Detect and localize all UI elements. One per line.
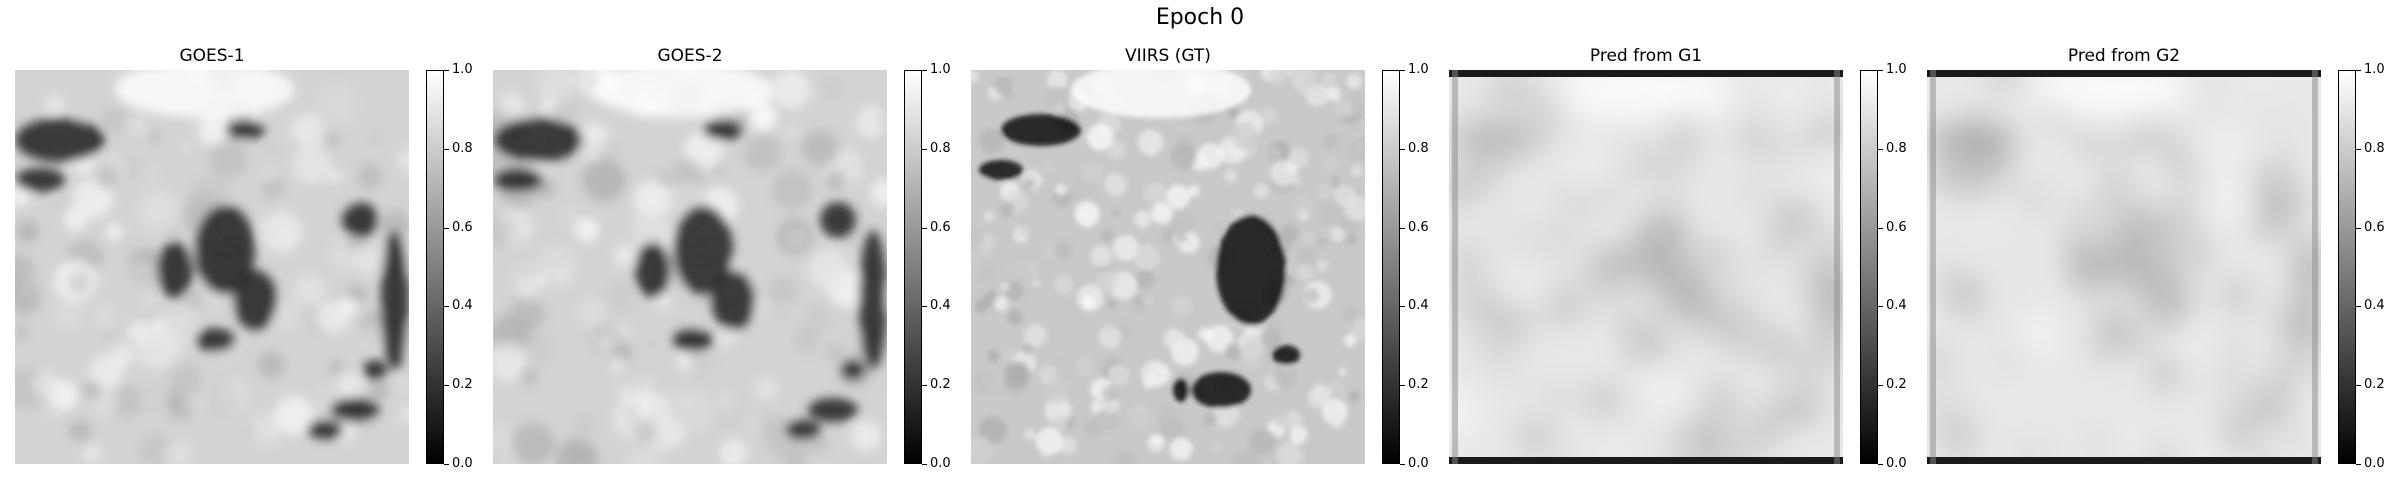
colorbar-tick-label: 0.2: [1408, 377, 1429, 392]
panel-title: Pred from G2: [2067, 46, 2181, 66]
panel-image: [1927, 70, 2321, 464]
colorbar-tick-label: 0.0: [1886, 456, 1907, 471]
panel-title: VIIRS (GT): [1125, 46, 1211, 66]
colorbar-tick-mark: [1400, 385, 1405, 386]
colorbar-tick-label: 0.0: [452, 456, 473, 471]
panel-title: GOES-1: [179, 46, 245, 66]
colorbar-tick-label: 0.8: [452, 141, 473, 156]
colorbar: [426, 70, 444, 464]
colorbar-tick-label: 0.6: [930, 220, 951, 235]
colorbar-tick-label: 1.0: [452, 62, 473, 77]
colorbar-tick-label: 0.8: [1886, 141, 1907, 156]
colorbar: [1860, 70, 1878, 464]
figure-suptitle: Epoch 0: [1155, 5, 1245, 30]
panel-image: [971, 70, 1365, 464]
colorbar-tick-mark: [922, 306, 927, 307]
colorbar: [2338, 70, 2356, 464]
colorbar-tick-mark: [1878, 149, 1883, 150]
colorbar-tick-label: 0.4: [2364, 298, 2385, 313]
colorbar-tick-label: 0.8: [1408, 141, 1429, 156]
colorbar-tick-mark: [922, 228, 927, 229]
colorbar-tick-mark: [2356, 149, 2361, 150]
colorbar-tick-label: 0.6: [452, 220, 473, 235]
panel-title: Pred from G1: [1589, 46, 1703, 66]
colorbar-tick-label: 0.6: [2364, 220, 2385, 235]
colorbar-tick-label: 0.0: [930, 456, 951, 471]
colorbar-tick-label: 0.4: [1886, 298, 1907, 313]
colorbar-tick-mark: [1878, 385, 1883, 386]
colorbar-tick-label: 0.6: [1408, 220, 1429, 235]
panel-title: GOES-2: [657, 46, 723, 66]
colorbar-tick-mark: [2356, 70, 2361, 71]
colorbar-tick-label: 0.2: [2364, 377, 2385, 392]
colorbar-tick-mark: [2356, 306, 2361, 307]
colorbar-tick-mark: [922, 70, 927, 71]
colorbar-tick-mark: [1400, 306, 1405, 307]
colorbar-tick-mark: [444, 228, 449, 229]
panel-image: [493, 70, 887, 464]
panel-image: [15, 70, 409, 464]
colorbar-tick-mark: [922, 149, 927, 150]
colorbar-tick-label: 0.6: [1886, 220, 1907, 235]
colorbar-tick-label: 1.0: [2364, 62, 2385, 77]
colorbar-tick-mark: [444, 464, 449, 465]
panel-image: [1449, 70, 1843, 464]
colorbar-tick-mark: [1400, 149, 1405, 150]
colorbar: [1382, 70, 1400, 464]
colorbar-tick-mark: [1878, 70, 1883, 71]
colorbar-tick-label: 0.4: [1408, 298, 1429, 313]
colorbar-tick-label: 0.0: [2364, 456, 2385, 471]
colorbar-tick-label: 1.0: [930, 62, 951, 77]
colorbar-tick-mark: [444, 149, 449, 150]
colorbar-tick-label: 0.0: [1408, 456, 1429, 471]
colorbar-tick-label: 0.8: [930, 141, 951, 156]
colorbar-tick-label: 0.4: [930, 298, 951, 313]
colorbar-tick-mark: [444, 306, 449, 307]
colorbar-tick-mark: [1400, 228, 1405, 229]
colorbar-tick-mark: [1400, 70, 1405, 71]
colorbar-tick-mark: [444, 385, 449, 386]
colorbar-tick-label: 1.0: [1886, 62, 1907, 77]
colorbar: [904, 70, 922, 464]
colorbar-tick-label: 0.2: [930, 377, 951, 392]
colorbar-tick-mark: [1878, 306, 1883, 307]
colorbar-tick-mark: [444, 70, 449, 71]
colorbar-tick-mark: [922, 385, 927, 386]
colorbar-tick-mark: [1878, 464, 1883, 465]
colorbar-tick-label: 0.8: [2364, 141, 2385, 156]
colorbar-tick-mark: [2356, 228, 2361, 229]
colorbar-tick-label: 0.2: [452, 377, 473, 392]
colorbar-tick-mark: [2356, 464, 2361, 465]
colorbar-tick-mark: [1878, 228, 1883, 229]
colorbar-tick-label: 0.4: [452, 298, 473, 313]
colorbar-tick-mark: [1400, 464, 1405, 465]
colorbar-tick-label: 1.0: [1408, 62, 1429, 77]
colorbar-tick-label: 0.2: [1886, 377, 1907, 392]
colorbar-tick-mark: [2356, 385, 2361, 386]
colorbar-tick-mark: [922, 464, 927, 465]
